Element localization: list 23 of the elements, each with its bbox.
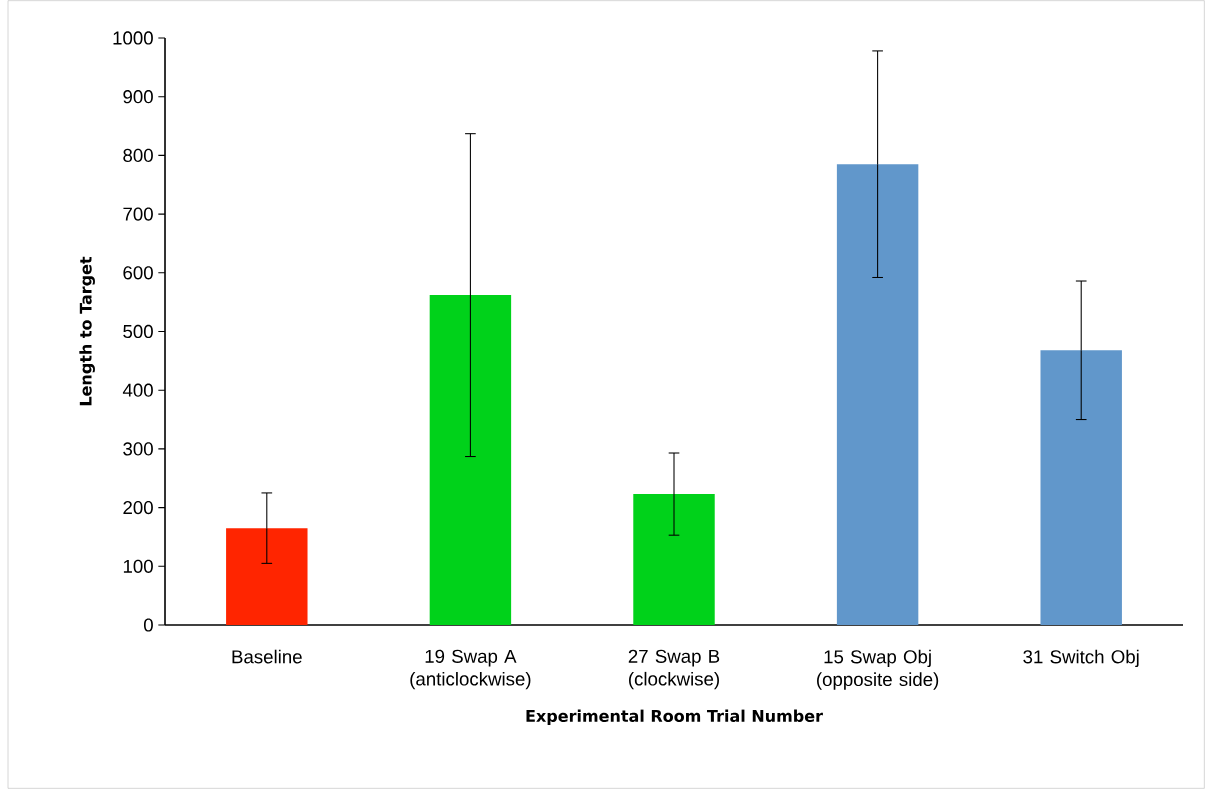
bar	[836, 164, 919, 625]
y-tick-label: 300	[123, 442, 153, 456]
y-tick-label: 200	[123, 500, 153, 515]
y-tick-label: 600	[123, 266, 153, 280]
bar	[633, 494, 715, 625]
y-tick-label: 400	[122, 383, 153, 397]
bar	[1040, 350, 1122, 625]
x-tick-label: Baseline	[232, 649, 302, 664]
x-tick-label: 27 Swap B (clockwise)	[628, 649, 720, 690]
x-tick-label: 15 Swap Obj (opposite side)	[817, 649, 939, 690]
y-tick-label: 900	[123, 90, 153, 104]
bar	[429, 295, 512, 625]
y-tick-label: 1000	[113, 31, 153, 45]
y-tick-label: 800	[123, 148, 153, 163]
y-axis-title: Length to Target	[79, 256, 95, 406]
x-axis-title: Experimental Room Trial Number	[526, 709, 823, 726]
y-tick-label: 100	[123, 559, 153, 573]
x-tick-label: 31 Switch Obj	[1023, 649, 1139, 668]
x-tick-label: 19 Swap A (anticlockwise)	[410, 649, 531, 690]
y-tick-label: 700	[123, 207, 153, 221]
y-tick-label: 500	[123, 324, 153, 339]
y-tick-label: 0	[143, 618, 153, 632]
bar	[226, 528, 308, 625]
